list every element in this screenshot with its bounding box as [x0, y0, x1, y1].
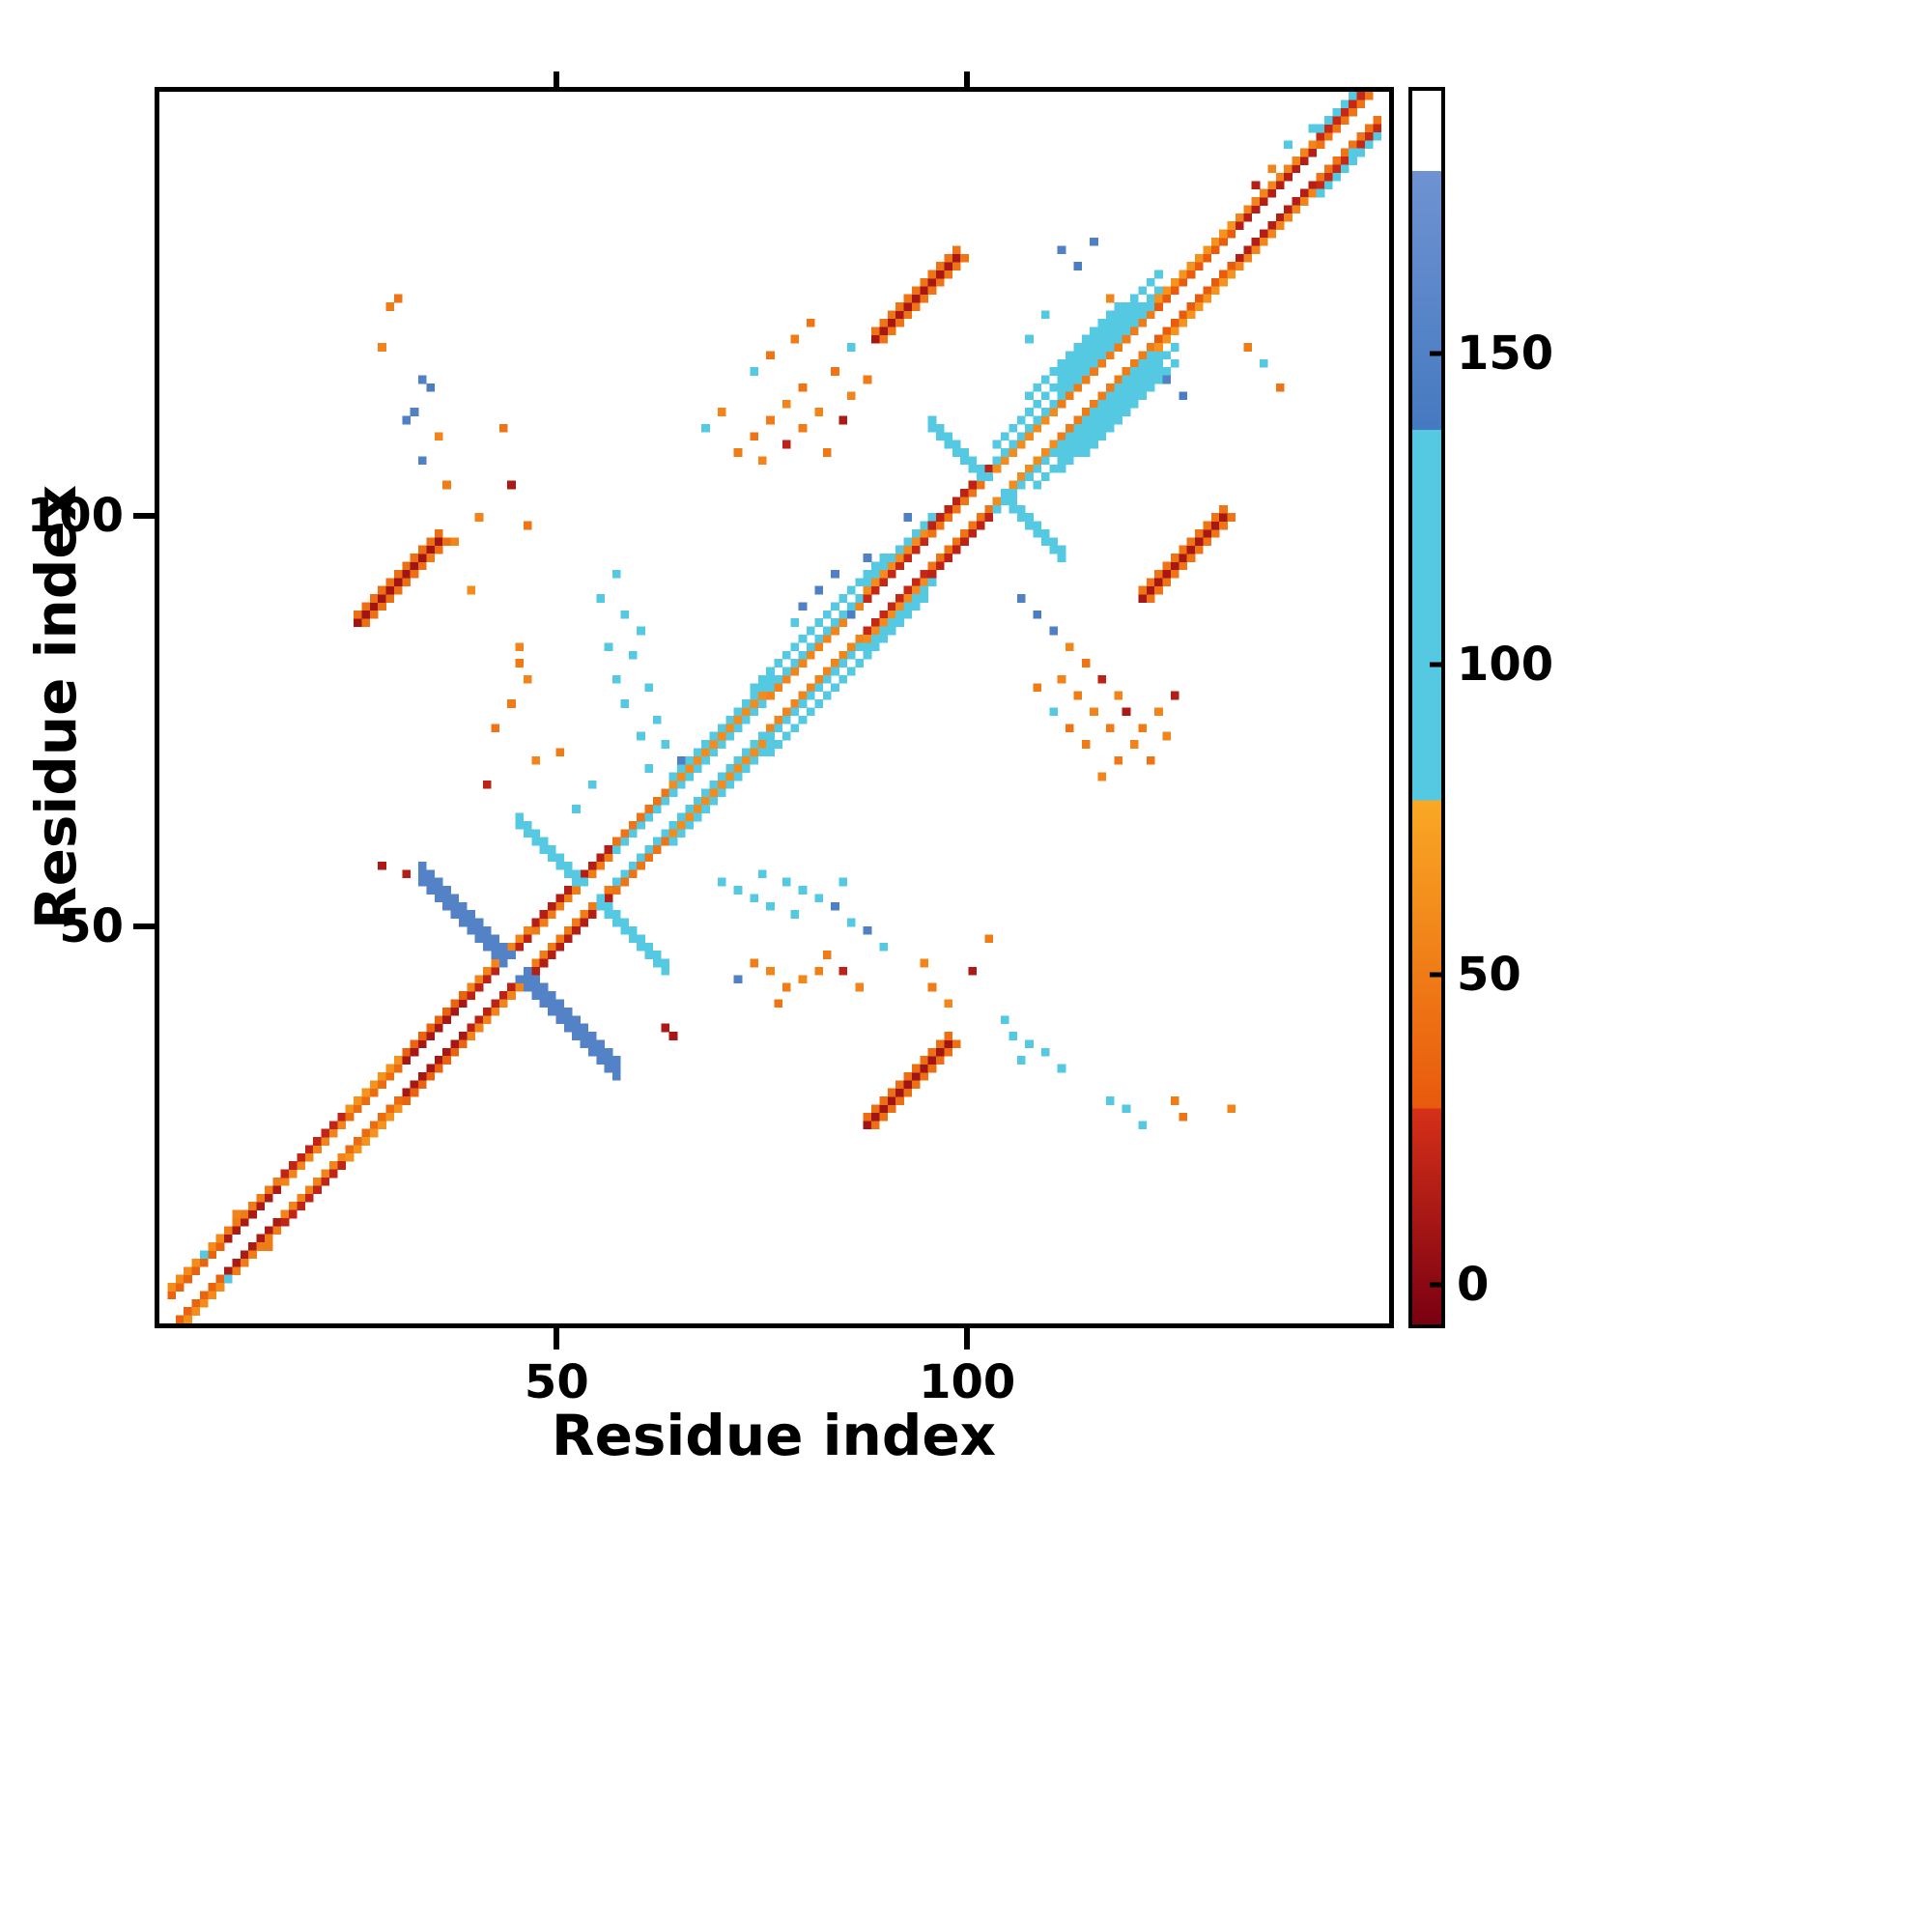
contact-map-heatmap: [167, 92, 1381, 1323]
plot-area: [155, 87, 1394, 1328]
x-tick-mark: [964, 1328, 971, 1350]
colorbar-tick-label: 0: [1457, 1258, 1490, 1313]
y-tick-mark: [133, 512, 155, 519]
y-tick-label: 100: [26, 488, 124, 543]
colorbar-tick-mark: [1430, 1282, 1445, 1288]
x-tick-mark: [554, 1328, 560, 1350]
y-axis-label: Residue index: [23, 484, 89, 930]
colorbar-tick-label: 100: [1457, 637, 1554, 692]
x-tick-label: 50: [524, 1355, 589, 1409]
x-axis-label: Residue index: [551, 1403, 997, 1468]
colorbar-tick-label: 50: [1457, 947, 1521, 1002]
x-tick-mark-top: [554, 71, 560, 87]
y-tick-label: 50: [59, 898, 124, 953]
y-tick-mark: [133, 923, 155, 929]
colorbar-tick-mark: [1430, 351, 1445, 356]
colorbar-tick-mark: [1430, 972, 1445, 978]
x-tick-label: 100: [919, 1355, 1016, 1409]
x-tick-mark-top: [964, 71, 971, 87]
colorbar-tick-mark: [1430, 662, 1445, 668]
colorbar-tick-label: 150: [1457, 327, 1554, 382]
colorbar: [1408, 87, 1445, 1328]
